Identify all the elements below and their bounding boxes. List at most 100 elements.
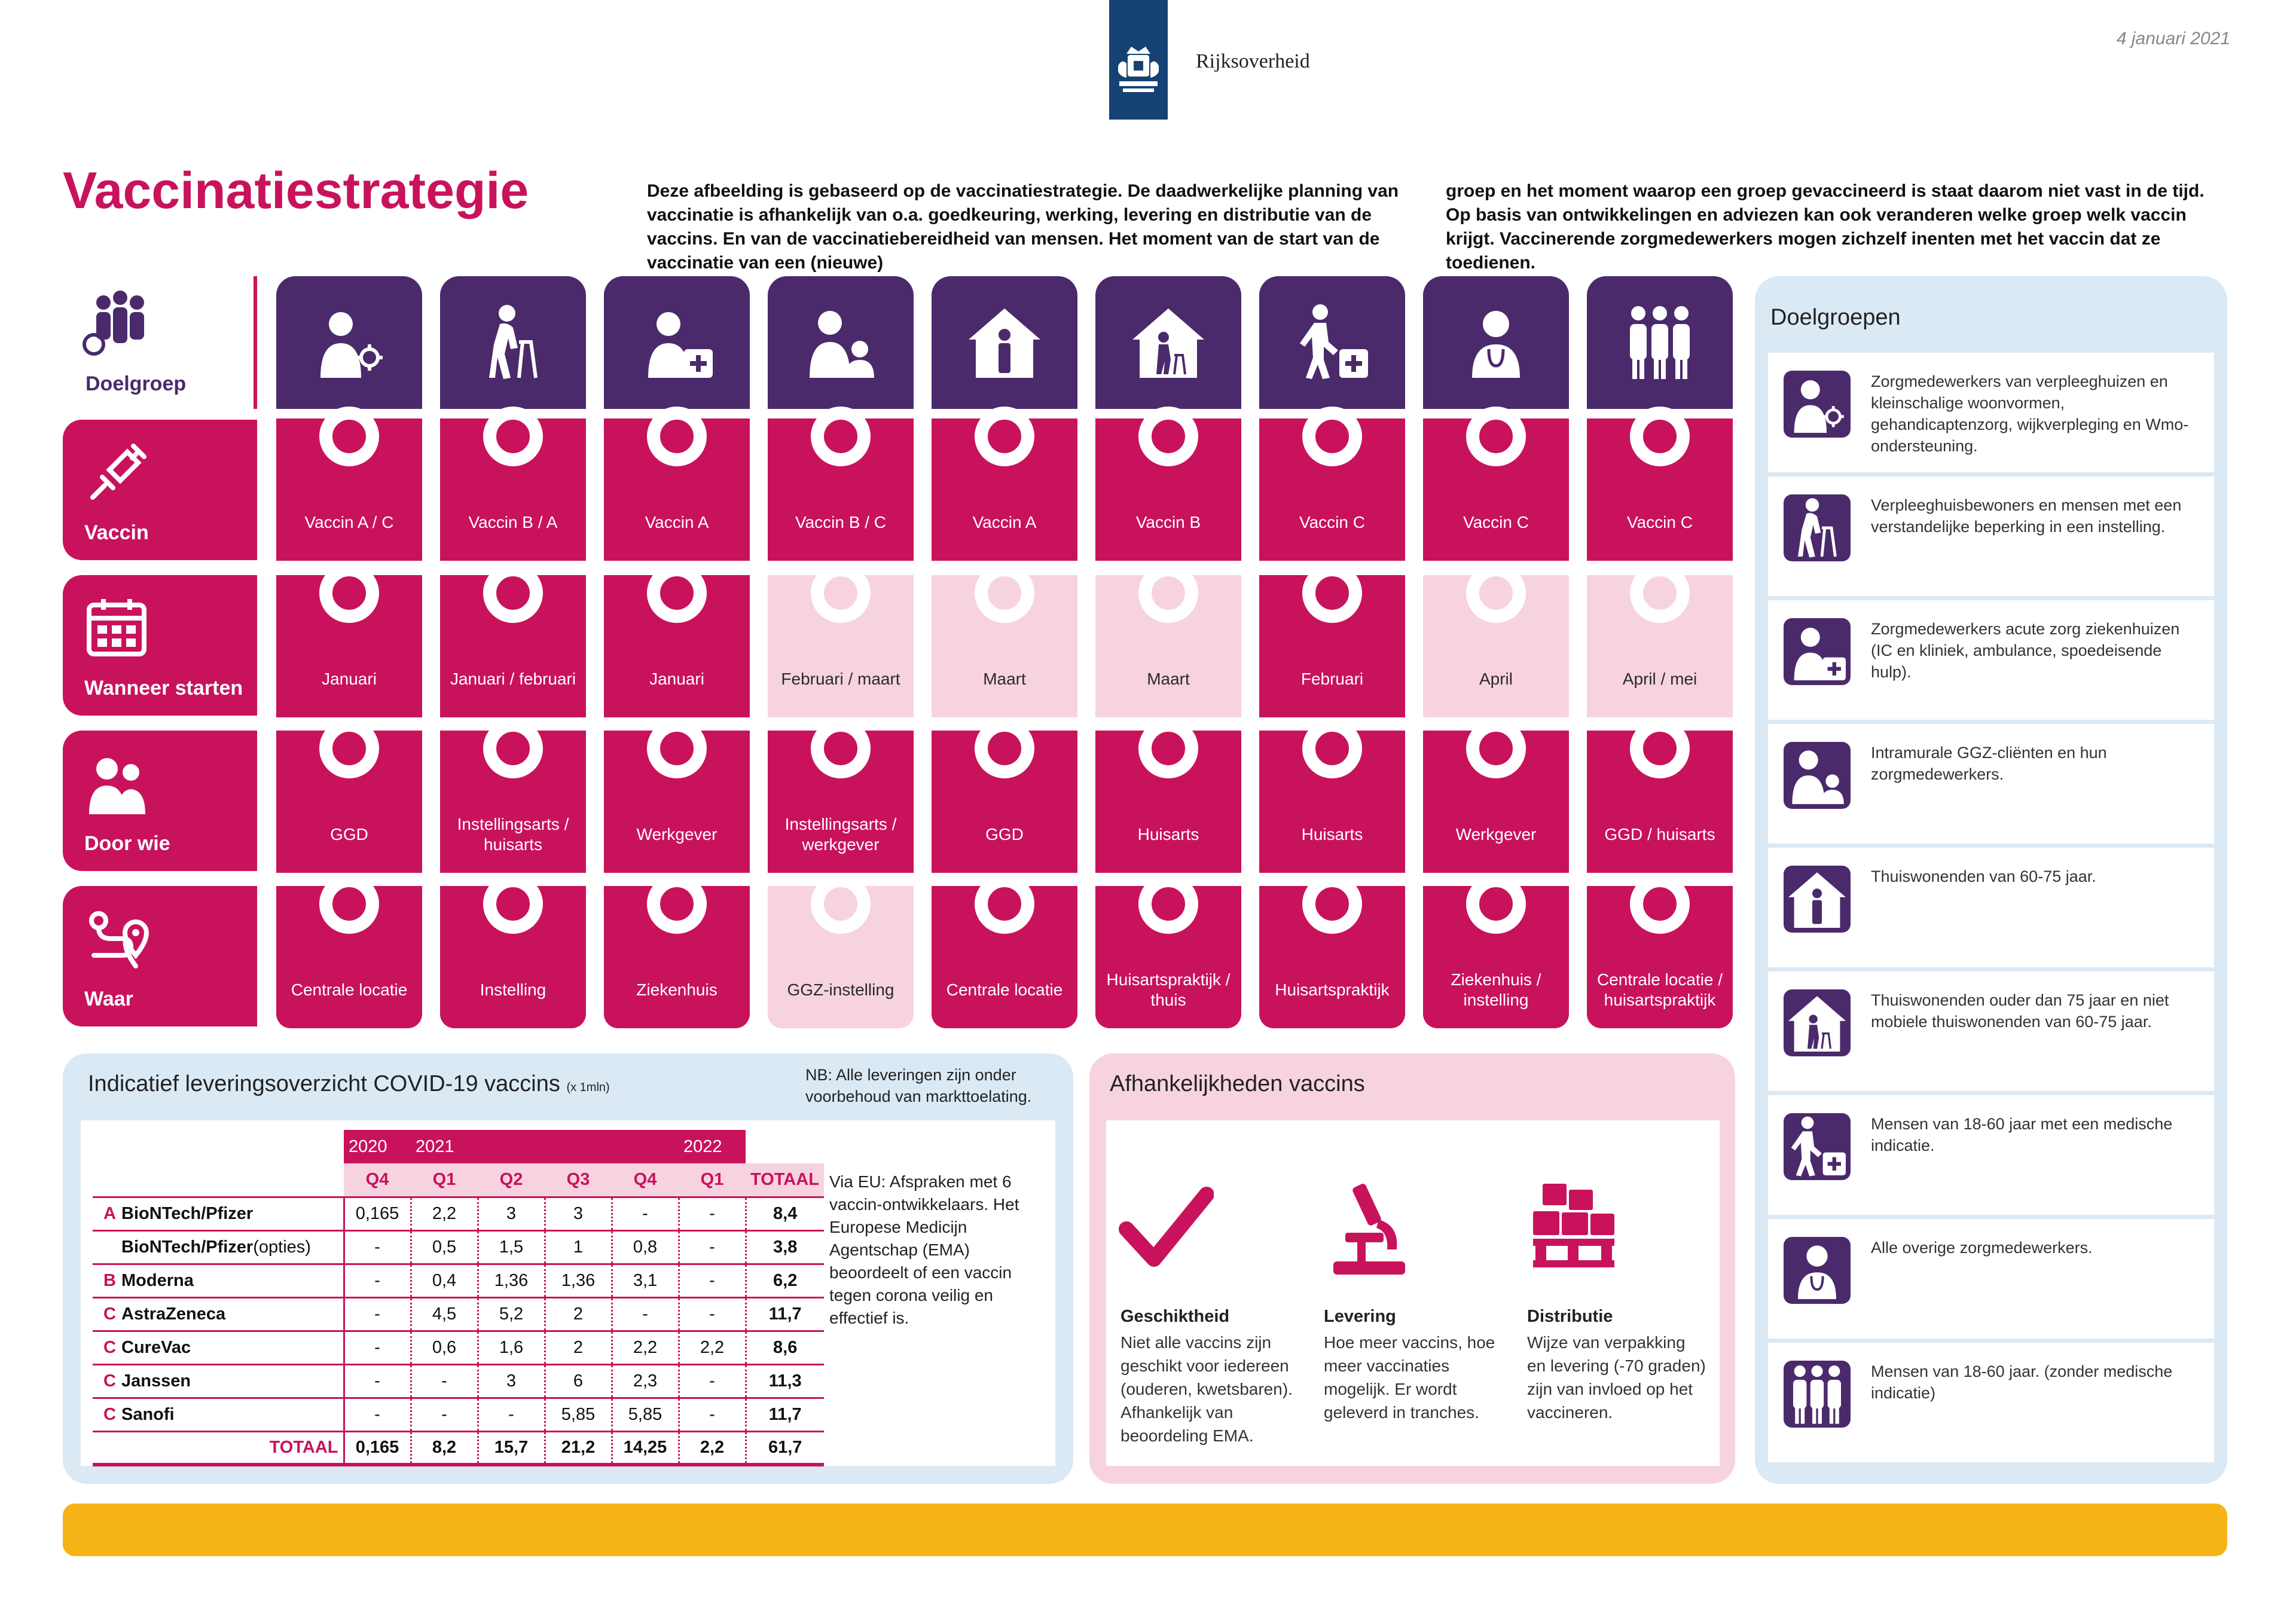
table-row: C Janssen - -3 6 2,3-11,3 — [93, 1364, 824, 1399]
quarter-total: 8,2 — [410, 1430, 478, 1466]
delivery-overview-panel: Indicatief leveringsoverzicht COVID-19 v… — [63, 1053, 1073, 1484]
doorwie-value: GGD / huisarts — [1604, 825, 1715, 844]
target-group-description: Verpleeghuisbewoners en mensen met een v… — [1871, 496, 2182, 536]
quarter-value: - — [343, 1297, 411, 1332]
quarter-value: 0,5 — [410, 1230, 478, 1265]
row-label-waar: Waar — [63, 886, 257, 1026]
quarter-total: 15,7 — [477, 1430, 545, 1466]
target-group-item: Verpleeghuisbewoners en mensen met een v… — [1768, 476, 2214, 596]
table-corner — [93, 1163, 344, 1198]
target-group-header-5 — [932, 276, 1077, 409]
puzzle-connector — [483, 407, 543, 466]
dependencies-title: Afhankelijkheden vaccins — [1110, 1071, 1365, 1096]
waar-cell: Centrale locatie — [276, 874, 422, 1028]
group-of-people-icon — [1630, 306, 1690, 379]
target-group-item: Zorgmedewerkers van verpleeghuizen en kl… — [1768, 353, 2214, 472]
quarter-header: Q3 — [545, 1163, 612, 1198]
puzzle-connector — [483, 563, 543, 623]
row-total: 11,7 — [744, 1398, 824, 1432]
puzzle-connector — [319, 719, 379, 778]
quarter-value: 2,2 — [410, 1197, 478, 1232]
healthcare-worker-icon — [1798, 1245, 1836, 1299]
row-total: 8,6 — [744, 1331, 824, 1365]
wanneer-cell: Maart — [1095, 563, 1241, 717]
waar-value: Huisartspraktijk — [1275, 980, 1390, 999]
location-route-icon — [89, 911, 149, 968]
target-group-icon-box — [1784, 1113, 1851, 1180]
vaccin-cell: Vaccin A — [932, 407, 1077, 561]
row-total: 11,7 — [744, 1297, 824, 1332]
vaccine-group-letter: C — [103, 1404, 116, 1424]
target-group-icon-box — [1784, 1237, 1851, 1304]
page-title: Vaccinatiestrategie — [63, 162, 529, 219]
puzzle-connector — [1630, 874, 1690, 934]
quarter-value: - — [677, 1264, 746, 1298]
vaccine-group-letter: C — [103, 1371, 116, 1391]
dependency-text: Hoe meer vaccins, hoe meer vaccinaties m… — [1324, 1333, 1495, 1422]
quarter-value: 4,5 — [410, 1297, 478, 1332]
wanneer-cell: April — [1423, 563, 1569, 717]
vaccin-value: Vaccin C — [1627, 513, 1693, 531]
brand-name: Rijksoverheid — [1196, 50, 1310, 72]
puzzle-connector — [1630, 407, 1690, 466]
target-group-icon-box — [1784, 742, 1851, 809]
waar-value: Centrale locatie — [946, 980, 1063, 999]
wanneer-value: Maart — [983, 670, 1026, 688]
syringe-icon — [90, 444, 146, 500]
vaccin-cell: Vaccin C — [1587, 407, 1733, 561]
puzzle-connector — [1466, 719, 1526, 778]
dependency-text: Wijze van verpakking en levering (-70 gr… — [1527, 1333, 1706, 1422]
target-group-icon-box — [1784, 618, 1851, 685]
vaccine-group-letter: B — [103, 1270, 116, 1290]
puzzle-connector — [1302, 407, 1362, 466]
row-label-door-wie: Door wie — [63, 731, 257, 871]
puzzle-connector — [811, 874, 871, 934]
healthcare-worker-virus-icon — [320, 312, 383, 378]
table-row: C Sanofi - - -5,85 5,85-11,7 — [93, 1398, 824, 1432]
quarter-total: 14,25 — [610, 1430, 679, 1466]
target-group-header-7 — [1259, 276, 1405, 409]
wanneer-value: April / mei — [1622, 670, 1697, 688]
doorwie-value: GGD — [985, 825, 1024, 844]
wanneer-cell: Maart — [932, 563, 1077, 717]
waar-value: GGZ-instelling — [787, 980, 894, 999]
vaccine-name-cell: C CureVac — [93, 1331, 344, 1365]
vaccin-value: Vaccin A — [645, 513, 709, 531]
vaccine-name-cell: C Janssen — [93, 1364, 344, 1399]
puzzle-connector — [1466, 874, 1526, 934]
delivery-note: NB: Alle leveringen zijn onder voorbehou… — [805, 1066, 1032, 1105]
doctors-icon — [89, 758, 145, 814]
vaccine-group-letter: A — [103, 1203, 116, 1223]
vaccine-name: BioNTech/Pfizer — [121, 1237, 254, 1257]
vaccin-value: Vaccin A — [972, 513, 1037, 531]
waar-value: Ziekenhuis / instelling — [1451, 970, 1541, 1009]
table-row: BioNTech/Pfizer(opties) -0,5 1,5 1 0,8-3,8 — [93, 1230, 824, 1265]
puzzle-connector — [1302, 719, 1362, 778]
target-group-item: Intramurale GGZ-cliënten en hun zorgmede… — [1768, 724, 2214, 844]
person-medical-plus-icon — [1791, 1116, 1846, 1177]
vaccin-value: Vaccin B / C — [795, 513, 886, 531]
caregiver-with-client-icon — [810, 311, 874, 378]
dependency-heading: Levering — [1324, 1307, 1396, 1326]
total-header: TOTAAL — [746, 1163, 824, 1198]
waar-cell: Ziekenhuis — [604, 874, 750, 1028]
vaccin-value: Vaccin C — [1463, 513, 1529, 531]
doorwie-cell: Werkgever — [1423, 719, 1569, 873]
quarter-value: - — [610, 1297, 679, 1332]
table-corner — [746, 1130, 824, 1163]
waar-cell: GGZ-instelling — [768, 874, 914, 1028]
quarter-value: - — [343, 1331, 411, 1365]
target-group-description: Zorgmedewerkers van verpleeghuizen en kl… — [1871, 372, 2189, 455]
quarter-value: - — [677, 1398, 746, 1432]
target-group-header-1 — [276, 276, 422, 409]
puzzle-connector — [1302, 874, 1362, 934]
dependency-delivery: Levering Hoe meer vaccins, hoe meer vacc… — [1309, 1120, 1501, 1466]
vaccine-name: Janssen — [121, 1371, 191, 1391]
target-group-description: Thuiswonenden van 60-75 jaar. — [1871, 867, 2096, 885]
target-group-item: Mensen van 18-60 jaar. (zonder medische … — [1768, 1343, 2214, 1462]
doelgroepen-panel: Doelgroepen Zorgmedewerkers van verpleeg… — [1755, 276, 2227, 1484]
puzzle-connector — [647, 563, 707, 623]
doorwie-cell: Instellingsarts / werkgever — [768, 719, 914, 873]
quarter-header: Q2 — [478, 1163, 545, 1198]
healthcare-worker-plus-icon — [1794, 628, 1846, 680]
